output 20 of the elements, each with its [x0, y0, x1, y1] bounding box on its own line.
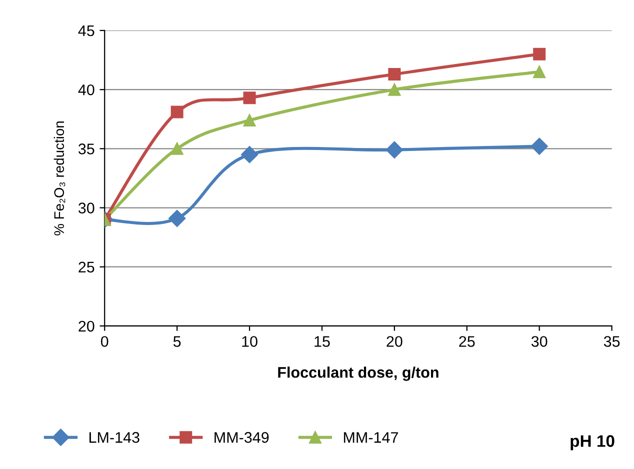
- x-axis-title: Flocculant dose, g/ton: [278, 366, 438, 381]
- x-tick-label: 0: [100, 336, 108, 347]
- x-tick-label: 20: [386, 336, 402, 347]
- y-tick-label: 35: [78, 144, 94, 154]
- y-tick-label: 20: [78, 320, 94, 332]
- y-tick-label: 45: [78, 26, 94, 36]
- x-tick-label: 10: [242, 336, 258, 347]
- legend-label: MM-147: [344, 432, 398, 443]
- x-tick-label: 25: [459, 336, 475, 347]
- y-axis-title: % Fe₂O₃ reduction: [54, 121, 66, 236]
- x-tick-label: 30: [531, 336, 548, 347]
- y-tick-label: 25: [78, 262, 94, 273]
- text: pH 10: [570, 435, 614, 450]
- legend-label: LM-143: [89, 432, 140, 443]
- x-tick-label: 35: [604, 336, 620, 347]
- x-tick-label: 5: [173, 336, 181, 347]
- x-tick-label: 15: [314, 336, 330, 347]
- y-tick-label: 40: [78, 84, 94, 96]
- y-tick-label: 30: [78, 202, 94, 214]
- legend-label: MM-349: [214, 432, 269, 443]
